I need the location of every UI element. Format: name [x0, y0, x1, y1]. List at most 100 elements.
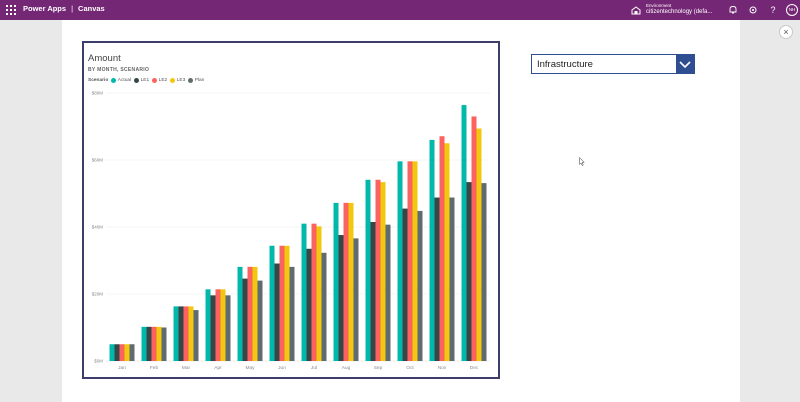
- environment-icon[interactable]: [631, 5, 641, 15]
- bell-icon[interactable]: [727, 4, 739, 16]
- bar-le2-jul[interactable]: [311, 223, 317, 361]
- legend-title: Scenario: [88, 78, 109, 83]
- bar-le1-aug[interactable]: [338, 235, 344, 361]
- bar-actual-dec[interactable]: [461, 105, 467, 361]
- bar-le1-sep[interactable]: [370, 221, 376, 361]
- bar-actual-oct[interactable]: [397, 161, 403, 361]
- x-tick-label: Mar: [182, 365, 191, 371]
- bar-le2-aug[interactable]: [343, 202, 349, 361]
- dropdown-toggle-button[interactable]: [676, 55, 694, 73]
- bar-actual-feb[interactable]: [141, 326, 147, 361]
- bar-le2-nov[interactable]: [439, 136, 445, 361]
- y-tick-label: $80M: [92, 91, 104, 96]
- y-tick-label: $0M: [94, 359, 103, 364]
- x-tick-label: Jan: [118, 365, 126, 371]
- bar-le2-mar[interactable]: [183, 306, 189, 361]
- chart-legend: Scenario Actual LE1 LE2 LE3 Plan: [88, 78, 207, 83]
- bar-le1-dec[interactable]: [466, 182, 472, 361]
- legend-label: Actual: [117, 78, 132, 83]
- bar-le3-nov[interactable]: [444, 143, 450, 361]
- bar-le3-apr[interactable]: [220, 289, 226, 361]
- bar-le3-jun[interactable]: [284, 245, 290, 361]
- bar-plan-jan[interactable]: [129, 344, 135, 361]
- x-tick-label: Jun: [278, 365, 286, 371]
- bar-plan-aug[interactable]: [353, 238, 359, 361]
- bar-le1-apr[interactable]: [210, 295, 216, 361]
- bar-le2-feb[interactable]: [151, 326, 157, 361]
- bar-le1-feb[interactable]: [146, 326, 152, 361]
- bar-plan-jul[interactable]: [321, 252, 327, 361]
- legend-item-le3[interactable]: LE3: [170, 78, 185, 83]
- apps-waffle-icon[interactable]: [6, 5, 16, 15]
- bar-le2-sep[interactable]: [375, 179, 381, 361]
- bar-le2-dec[interactable]: [471, 116, 477, 361]
- bar-le2-apr[interactable]: [215, 289, 221, 361]
- bar-le1-may[interactable]: [242, 278, 248, 361]
- chart-container[interactable]: Amount BY MONTH, SCENARIO Scenario Actua…: [82, 41, 500, 379]
- bar-le1-mar[interactable]: [178, 306, 184, 361]
- chevron-down-icon: [679, 61, 691, 69]
- bar-le3-may[interactable]: [252, 266, 258, 361]
- app-brand: Power Apps | Canvas: [23, 4, 105, 13]
- bar-actual-sep[interactable]: [365, 179, 371, 361]
- dropdown-selected-value: Infrastructure: [537, 59, 593, 70]
- bar-chart[interactable]: $0M $20M $40M $60M $80M Jan Feb Mar Apr May Jun Jul…: [84, 43, 498, 377]
- y-tick-label: $60M: [92, 158, 104, 163]
- x-tick-label: Sep: [374, 365, 383, 371]
- bar-le1-jul[interactable]: [306, 248, 312, 361]
- bar-le1-nov[interactable]: [434, 197, 440, 361]
- top-bar: Power Apps | Canvas Environment citizentec…: [0, 0, 800, 20]
- bar-actual-jul[interactable]: [301, 223, 307, 361]
- x-tick-label: Feb: [150, 365, 159, 371]
- bar-actual-nov[interactable]: [429, 139, 435, 361]
- bar-actual-apr[interactable]: [205, 289, 211, 361]
- bar-plan-sep[interactable]: [385, 224, 391, 361]
- app-type: Canvas: [78, 4, 105, 13]
- bar-actual-may[interactable]: [237, 266, 243, 361]
- bar-le2-jun[interactable]: [279, 245, 285, 361]
- infrastructure-dropdown[interactable]: Infrastructure: [531, 54, 695, 74]
- help-icon[interactable]: ?: [770, 5, 776, 15]
- bar-plan-nov[interactable]: [449, 197, 455, 361]
- bar-le3-sep[interactable]: [380, 182, 386, 361]
- bar-actual-jan[interactable]: [109, 344, 115, 361]
- bar-le3-jan[interactable]: [124, 344, 130, 361]
- bar-le1-jan[interactable]: [114, 344, 120, 361]
- bar-plan-apr[interactable]: [225, 295, 231, 361]
- bar-plan-mar[interactable]: [193, 310, 199, 361]
- x-tick-label: Dec: [470, 365, 479, 371]
- bar-le3-mar[interactable]: [188, 306, 194, 361]
- bar-le2-oct[interactable]: [407, 161, 413, 361]
- legend-item-actual[interactable]: Actual: [111, 78, 131, 83]
- bar-plan-may[interactable]: [257, 280, 263, 361]
- bar-actual-jun[interactable]: [269, 245, 275, 361]
- legend-item-le1[interactable]: LE1: [134, 78, 149, 83]
- bar-plan-jun[interactable]: [289, 266, 295, 361]
- x-tick-label: May: [245, 365, 255, 371]
- environment-selector[interactable]: Environment citizentechnology (defa...: [646, 2, 712, 16]
- close-button[interactable]: ×: [779, 25, 793, 39]
- legend-dot: [111, 78, 117, 83]
- bar-le3-jul[interactable]: [316, 226, 322, 361]
- bar-le3-dec[interactable]: [476, 128, 482, 361]
- bar-plan-dec[interactable]: [481, 183, 487, 361]
- bar-le1-oct[interactable]: [402, 208, 408, 361]
- bar-le3-aug[interactable]: [348, 202, 354, 361]
- bar-plan-feb[interactable]: [161, 327, 167, 362]
- app-name[interactable]: Power Apps: [23, 4, 67, 13]
- bar-actual-mar[interactable]: [173, 306, 179, 361]
- legend-item-plan[interactable]: Plan: [188, 78, 204, 83]
- bar-le3-oct[interactable]: [412, 161, 418, 361]
- bar-le2-may[interactable]: [247, 266, 253, 361]
- legend-dot: [152, 78, 158, 83]
- gear-icon[interactable]: [747, 4, 759, 16]
- bar-plan-oct[interactable]: [417, 210, 423, 361]
- bar-le1-jun[interactable]: [274, 263, 280, 361]
- mouse-cursor-icon: [579, 157, 585, 166]
- bar-le3-feb[interactable]: [156, 326, 162, 361]
- chart-title: Amount: [88, 53, 121, 64]
- avatar[interactable]: NH: [786, 4, 798, 16]
- legend-item-le2[interactable]: LE2: [152, 78, 167, 83]
- bar-actual-aug[interactable]: [333, 202, 339, 361]
- bar-le2-jan[interactable]: [119, 344, 125, 361]
